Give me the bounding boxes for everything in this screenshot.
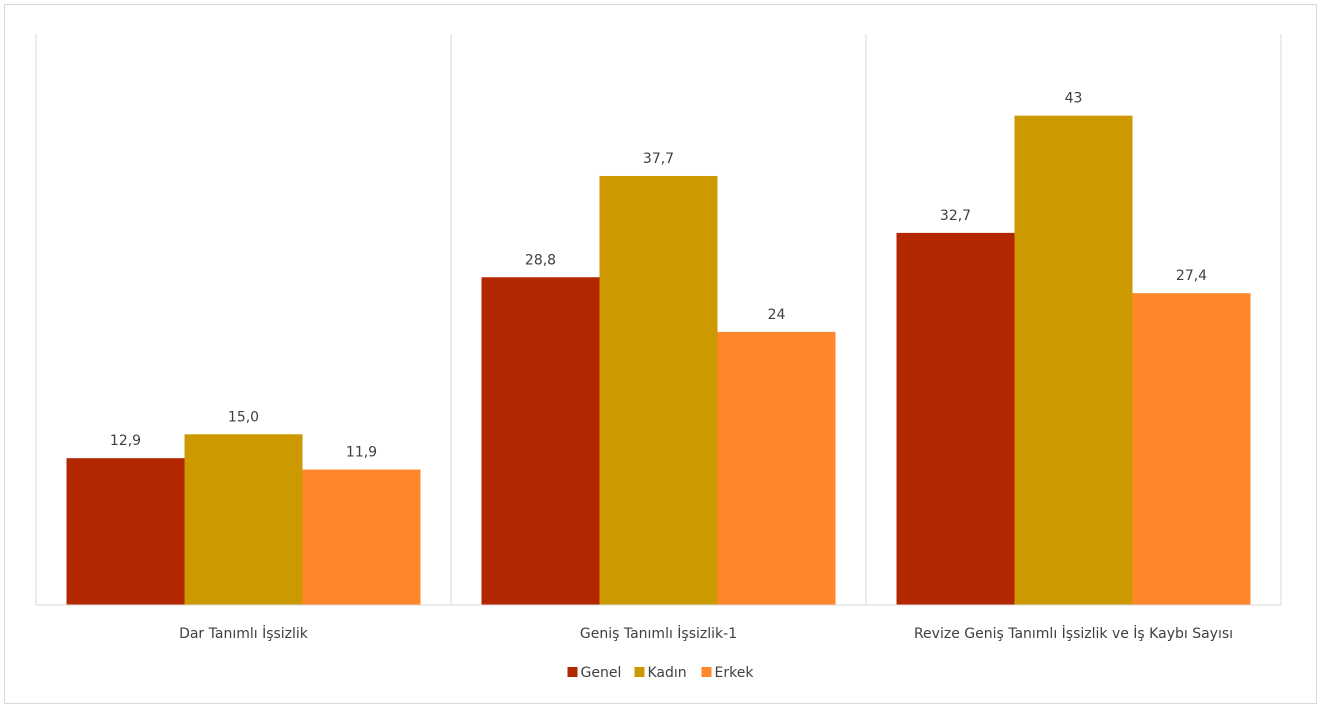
legend: Genel Kadın Erkek [567,665,755,681]
data-label: 24 [768,307,786,323]
data-label: 32,7 [940,208,971,224]
bar-kadın [184,434,303,605]
category-label: Geniş Tanımlı İşsizlik-1 [580,624,737,642]
legend-swatch-erkek [701,667,712,677]
bar-erkek [1132,293,1251,605]
bar-erkek [717,331,836,605]
data-label: 37,7 [643,151,674,167]
bar-kadın [599,175,718,605]
data-label: 11,9 [346,445,377,461]
bar-erkek [302,469,421,605]
legend-swatch-kadın [634,667,645,677]
category-label: Dar Tanımlı İşsizlik [179,624,309,642]
data-label: 28,8 [525,252,556,268]
data-label: 12,9 [110,433,141,449]
category-separators [35,34,1282,605]
bar-genel [896,232,1015,605]
bars-group [66,115,1251,605]
data-labels-group: 12,9 15,0 11,9 28,8 37,7 24 32,7 43 27,4 [110,91,1207,461]
category-labels-group: Dar Tanımlı İşsizlik Geniş Tanımlı İşsizl… [179,624,1233,642]
bar-genel [66,458,185,605]
bar-genel [481,277,600,605]
legend-label-erkek: Erkek [715,665,755,681]
legend-swatch-genel [567,667,578,677]
data-label: 15,0 [228,409,259,425]
bar-kadın [1014,115,1133,605]
legend-label-genel: Genel [581,665,622,681]
legend-label-kadın: Kadın [648,665,687,681]
data-label: 43 [1065,91,1083,107]
category-label: Revize Geniş Tanımlı İşsizlik ve İş Kayb… [914,624,1233,642]
data-label: 27,4 [1176,268,1207,284]
